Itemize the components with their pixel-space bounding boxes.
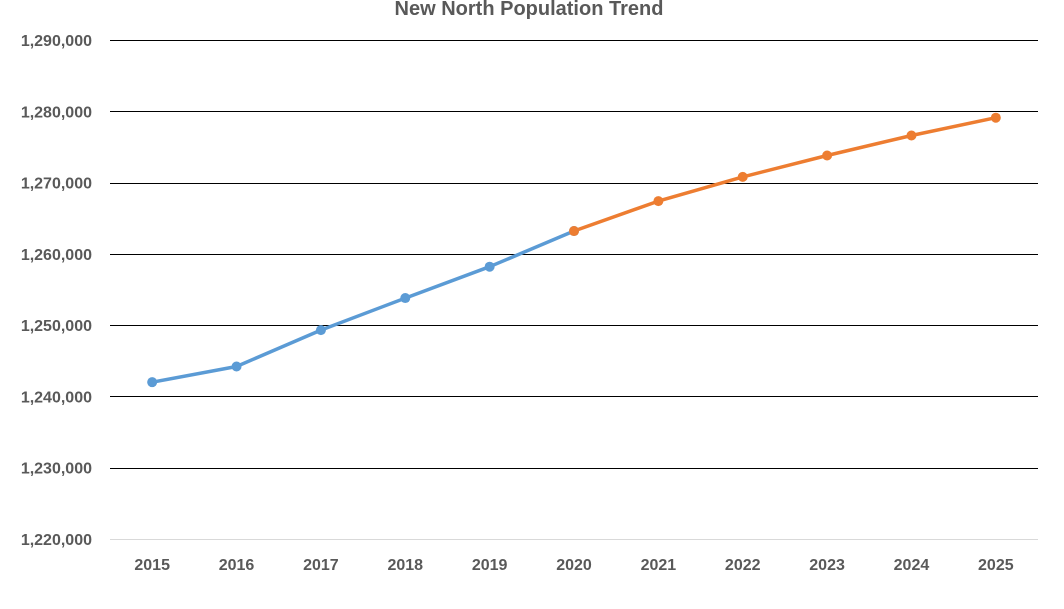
x-tick-label: 2017 xyxy=(303,557,339,574)
series-line-1 xyxy=(150,229,576,384)
x-tick-label: 2021 xyxy=(641,557,677,574)
gridlines xyxy=(110,40,1038,540)
y-tick-label: 1,240,000 xyxy=(21,389,92,406)
data-point-2025 xyxy=(990,112,1001,123)
x-tick-label: 2024 xyxy=(894,557,930,574)
data-point-2023 xyxy=(822,150,833,161)
x-axis-tick-labels: 2015 2016 2017 2018 2019 2020 2021 2022 2023 2024… xyxy=(134,557,1013,574)
y-tick-label: 1,290,000 xyxy=(21,33,92,50)
x-tick-label: 2022 xyxy=(725,557,761,574)
x-tick-label: 2025 xyxy=(978,557,1014,574)
chart-title: New North Population Trend xyxy=(395,0,664,20)
data-point-2021 xyxy=(653,196,664,207)
series-lines xyxy=(150,115,998,384)
data-point-2018 xyxy=(400,293,411,304)
y-tick-label: 1,280,000 xyxy=(21,104,92,121)
x-tick-label: 2018 xyxy=(387,557,423,574)
y-axis-tick-labels: 1,290,000 1,280,000 1,270,000 1,260,000 1,25… xyxy=(21,33,92,549)
y-tick-label: 1,250,000 xyxy=(21,318,92,335)
y-tick-label: 1,230,000 xyxy=(21,461,92,478)
x-tick-label: 2015 xyxy=(134,557,170,574)
data-point-2016 xyxy=(231,361,242,372)
data-point-2019 xyxy=(484,261,495,272)
x-tick-label: 2023 xyxy=(809,557,845,574)
y-tick-label: 1,270,000 xyxy=(21,176,92,193)
y-tick-label: 1,220,000 xyxy=(21,532,92,549)
y-tick-label: 1,260,000 xyxy=(21,247,92,264)
series-line-2 xyxy=(572,115,998,233)
x-tick-label: 2019 xyxy=(472,557,508,574)
data-point-2024 xyxy=(906,130,917,141)
x-tick-label: 2016 xyxy=(219,557,255,574)
data-point-2022 xyxy=(737,171,748,182)
x-tick-label: 2020 xyxy=(556,557,592,574)
data-point-2017 xyxy=(315,325,326,336)
data-point-2015 xyxy=(147,377,158,388)
data-points xyxy=(147,112,1001,388)
data-point-2020 xyxy=(569,226,579,237)
